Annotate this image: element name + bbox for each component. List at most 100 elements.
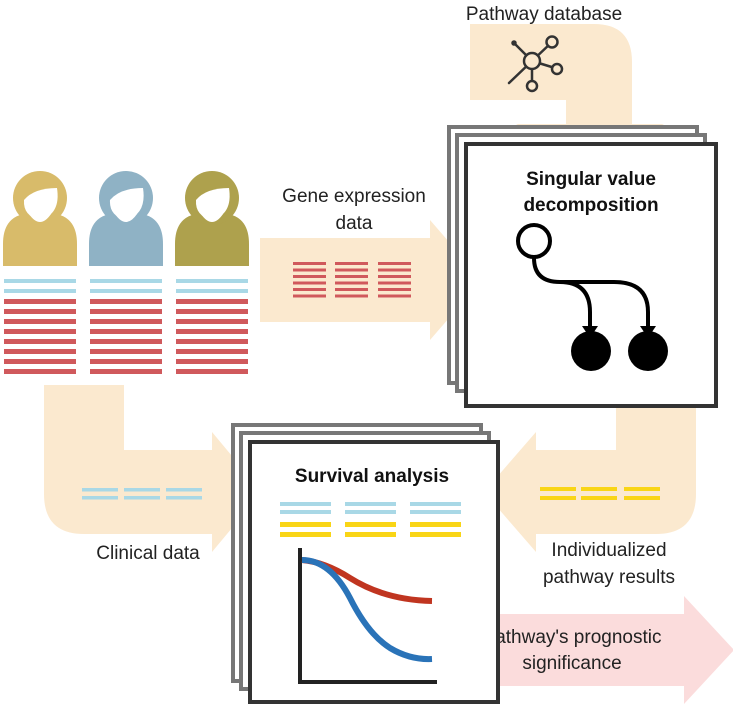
expression-stripe xyxy=(176,359,248,364)
expression-line xyxy=(378,275,411,278)
expression-stripe xyxy=(90,359,162,364)
clinical-line xyxy=(82,488,118,492)
clinical-data-arrow xyxy=(44,385,262,552)
clinical-stripe xyxy=(176,279,248,283)
person-body-icon xyxy=(175,214,249,266)
expression-stripe xyxy=(176,309,248,314)
clinical-line xyxy=(124,496,160,500)
survival-box-stack xyxy=(231,423,500,704)
pathway-database-label: Pathway database xyxy=(466,4,622,25)
expression-line xyxy=(335,268,368,272)
expression-stripe xyxy=(176,339,248,344)
clinical-stripe xyxy=(4,279,76,283)
clinical-line xyxy=(345,502,396,506)
network-icon xyxy=(507,35,564,93)
expression-stripe xyxy=(90,349,162,354)
expression-stripe xyxy=(90,329,162,334)
clinical-stripe xyxy=(4,289,76,293)
expression-line xyxy=(293,268,326,272)
patient-2-figure xyxy=(89,171,163,374)
person-body-icon xyxy=(89,214,163,266)
person-collar-icon xyxy=(29,214,51,222)
person-collar-icon xyxy=(201,214,223,222)
clinical-line xyxy=(345,510,396,514)
clinical-line xyxy=(124,488,160,492)
clinical-stripe xyxy=(90,279,162,283)
clinical-stripe xyxy=(176,289,248,293)
clinical-line xyxy=(82,496,118,500)
expression-stripe xyxy=(176,319,248,324)
svd-title-line2: decomposition xyxy=(523,195,658,216)
person-body-icon xyxy=(3,214,77,266)
decomposition-tree-icon xyxy=(516,223,668,371)
survival-title: Survival analysis xyxy=(295,466,449,487)
expression-line xyxy=(293,288,326,291)
expression-stripe xyxy=(90,369,162,374)
individualized-label-line2: pathway results xyxy=(543,567,675,588)
expression-stripe xyxy=(176,329,248,334)
expression-stripe xyxy=(176,299,248,304)
prognostic-label-line2: significance xyxy=(522,653,621,674)
pathway-line xyxy=(345,522,396,527)
pathway-line xyxy=(280,532,331,537)
expression-line xyxy=(293,262,326,265)
clinical-line xyxy=(410,510,461,514)
expression-stripe xyxy=(4,299,76,304)
pathway-line xyxy=(410,532,461,537)
person-face-icon xyxy=(109,188,144,220)
pathway-line xyxy=(581,487,617,491)
clinical-line xyxy=(280,510,331,514)
expression-line xyxy=(335,275,368,278)
gene-expression-label-line2: data xyxy=(336,213,373,234)
pathway-line xyxy=(581,496,617,500)
individualized-label-line1: Individualized xyxy=(551,540,666,561)
prognostic-significance-arrow xyxy=(466,596,733,704)
expression-line xyxy=(293,275,326,278)
gene-expression-label-line1: Gene expression xyxy=(282,186,426,207)
clinical-line xyxy=(280,502,331,506)
person-face-icon xyxy=(195,188,230,220)
expression-stripe xyxy=(4,339,76,344)
expression-stripe xyxy=(90,309,162,314)
clinical-stripe xyxy=(90,289,162,293)
expression-stripe xyxy=(176,369,248,374)
expression-stripe xyxy=(90,319,162,324)
expression-line xyxy=(293,281,326,285)
expression-line xyxy=(378,262,411,265)
person-face-icon xyxy=(23,188,58,220)
individualized-results-arrow xyxy=(484,392,696,552)
expression-line xyxy=(378,288,411,291)
gene-expression-arrow xyxy=(260,220,482,340)
pathway-line xyxy=(345,532,396,537)
clinical-line xyxy=(166,488,202,492)
expression-stripe xyxy=(4,359,76,364)
expression-stripe xyxy=(90,339,162,344)
expression-line xyxy=(293,294,326,298)
survival-box xyxy=(248,440,500,704)
svd-title-line1: Singular value xyxy=(526,169,656,190)
clinical-line xyxy=(410,502,461,506)
expression-stripe xyxy=(4,329,76,334)
pathway-line xyxy=(624,487,660,491)
patient-1-figure xyxy=(3,171,77,374)
clinical-data-label: Clinical data xyxy=(96,543,200,564)
pathway-line xyxy=(540,496,576,500)
expression-stripe xyxy=(4,309,76,314)
expression-line xyxy=(378,294,411,298)
expression-line xyxy=(335,288,368,291)
expression-stripe xyxy=(176,349,248,354)
expression-stripe xyxy=(4,319,76,324)
survival-plot-icon xyxy=(298,548,437,684)
expression-stripe xyxy=(4,369,76,374)
pathway-line xyxy=(410,522,461,527)
pathway-line xyxy=(540,487,576,491)
gene-expression-glyphs xyxy=(293,262,411,298)
expression-line xyxy=(335,281,368,285)
patient-3-figure xyxy=(175,171,249,374)
pathway-result-glyphs xyxy=(540,487,660,500)
pathway-line xyxy=(280,522,331,527)
person-collar-icon xyxy=(115,214,137,222)
patients-group xyxy=(3,171,249,374)
expression-line xyxy=(335,262,368,265)
pathway-line xyxy=(624,496,660,500)
